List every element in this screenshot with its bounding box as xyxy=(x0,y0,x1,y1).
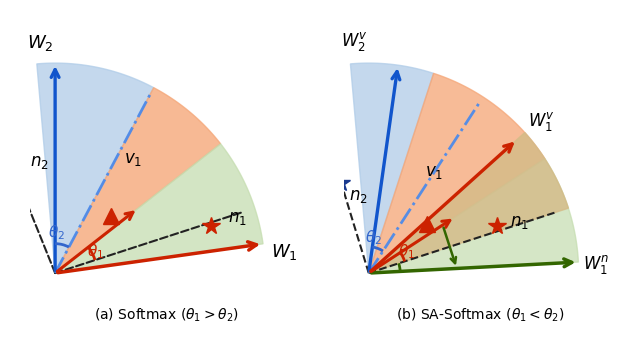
Polygon shape xyxy=(369,132,568,273)
Text: $W_2^v$: $W_2^v$ xyxy=(340,30,367,53)
Text: $W_1^v$: $W_1^v$ xyxy=(529,110,555,132)
Text: $v_1$: $v_1$ xyxy=(426,163,444,181)
Text: $\theta_2$: $\theta_2$ xyxy=(49,223,65,242)
Text: $W_1^n$: $W_1^n$ xyxy=(583,253,609,276)
Polygon shape xyxy=(369,159,579,273)
Text: (b) SA-Softmax ($\theta_1 < \theta_2$): (b) SA-Softmax ($\theta_1 < \theta_2$) xyxy=(396,307,564,324)
Text: $\theta_1$: $\theta_1$ xyxy=(398,243,415,261)
Polygon shape xyxy=(369,73,545,273)
Polygon shape xyxy=(37,63,154,273)
Text: $n_2$: $n_2$ xyxy=(349,187,368,205)
Text: $W_2$: $W_2$ xyxy=(27,32,54,53)
Text: $\theta_2$: $\theta_2$ xyxy=(365,228,382,247)
Polygon shape xyxy=(55,88,221,273)
Text: $v_1$: $v_1$ xyxy=(124,150,143,168)
Text: $n_1$: $n_1$ xyxy=(509,213,529,231)
Text: $W_1$: $W_1$ xyxy=(271,242,298,262)
Text: $\theta_1$: $\theta_1$ xyxy=(88,242,104,261)
Text: (a) Softmax ($\theta_1 > \theta_2$): (a) Softmax ($\theta_1 > \theta_2$) xyxy=(94,307,239,324)
Polygon shape xyxy=(55,144,263,273)
Text: $n_1$: $n_1$ xyxy=(228,209,247,227)
Text: $n_2$: $n_2$ xyxy=(30,153,49,171)
Polygon shape xyxy=(351,63,434,273)
